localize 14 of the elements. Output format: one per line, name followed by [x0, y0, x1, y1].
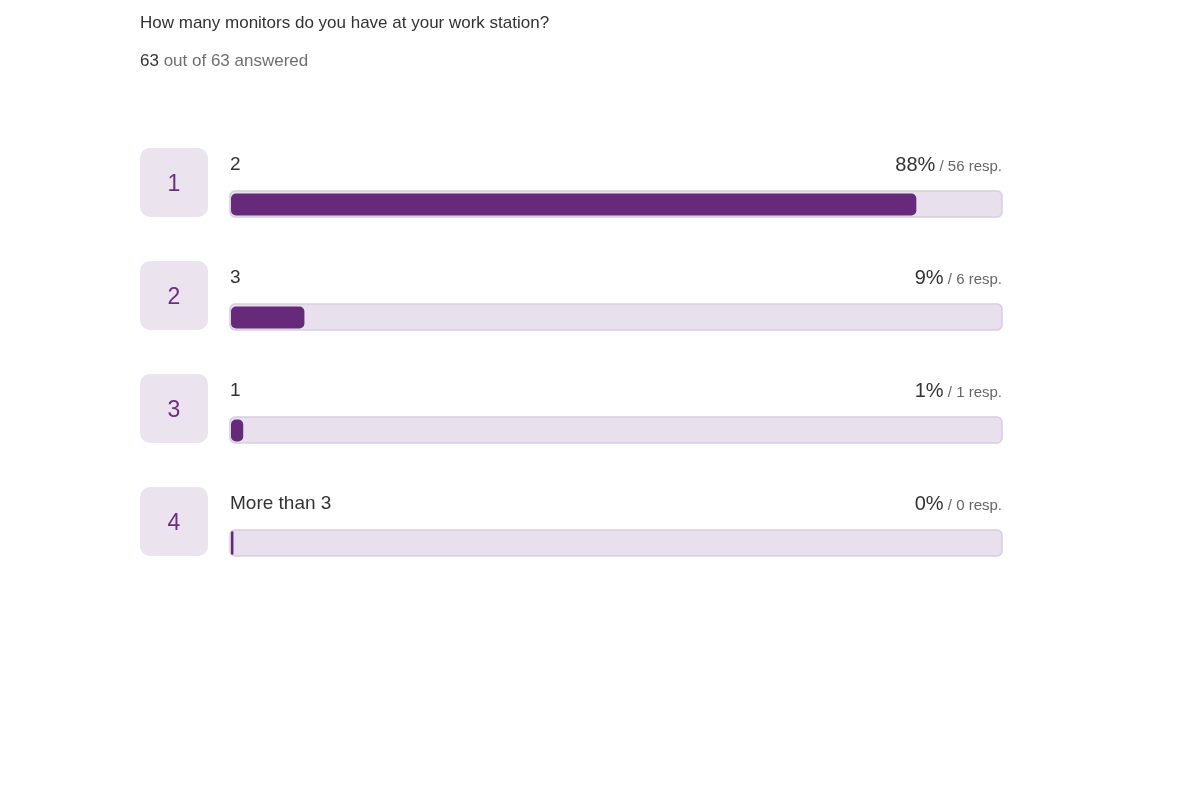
y-tick-label: More than 3: [230, 492, 332, 513]
data-label: 0% / 0 resp.: [914, 492, 1002, 514]
data-label: 9% / 6 resp.: [914, 266, 1002, 288]
y-tick-label: 2: [230, 153, 241, 174]
text: 2: [167, 283, 181, 309]
text: 4: [167, 509, 181, 535]
text: 1: [167, 170, 181, 196]
chart-subtitle: 63 out of 63 answered: [140, 51, 309, 70]
data-label: 1% / 1 resp.: [914, 379, 1002, 401]
y-tick-label: 1: [230, 379, 241, 400]
data-label: 88% / 56 resp.: [895, 153, 1002, 175]
y-tick-label: 3: [230, 266, 241, 287]
chart-title: How many monitors do you have at your work station?: [140, 13, 550, 32]
text: 3: [167, 396, 181, 422]
